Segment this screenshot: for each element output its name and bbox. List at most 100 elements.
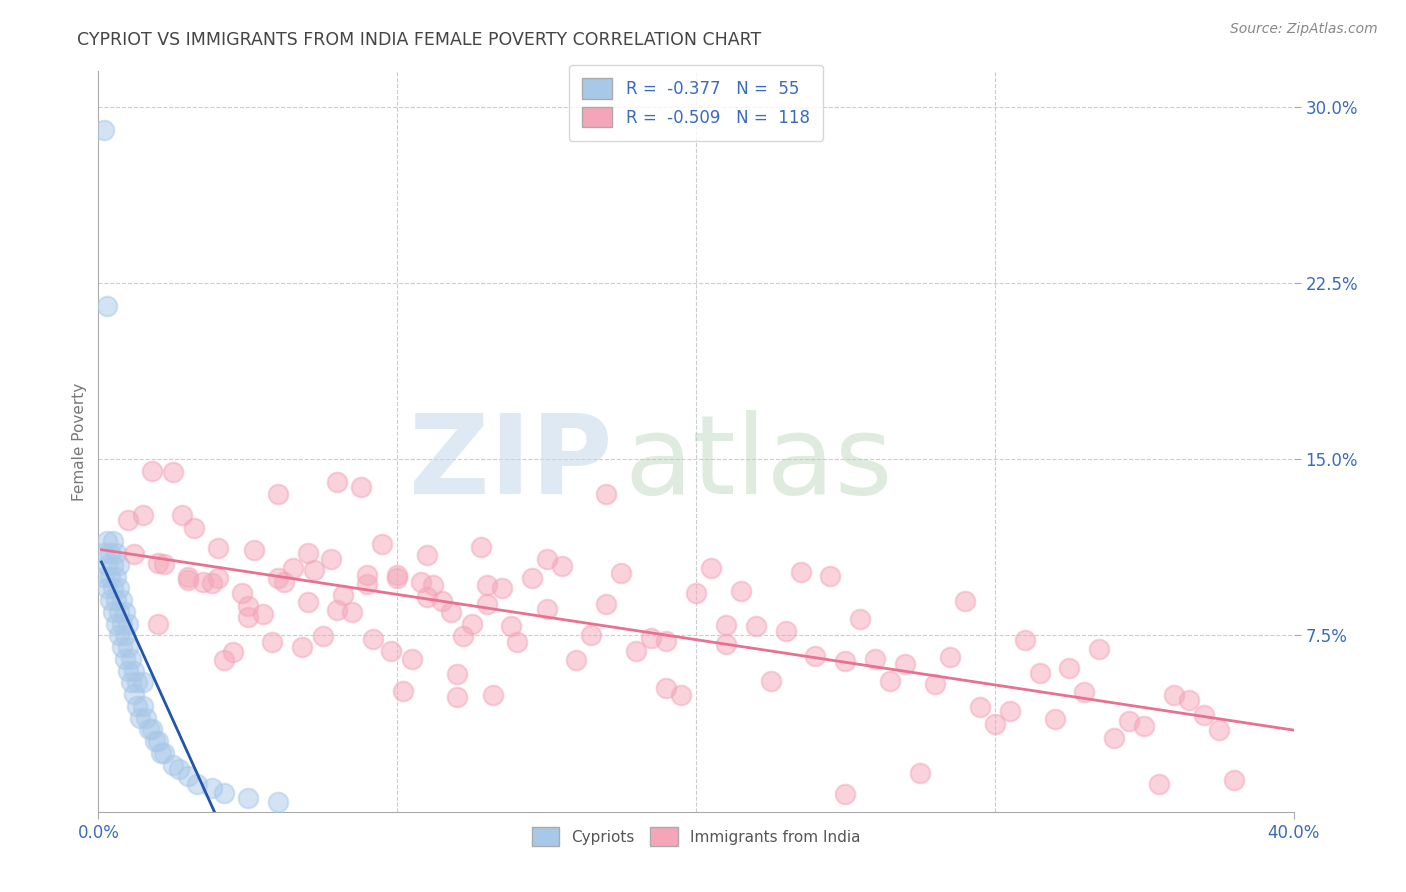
Point — [281, 561, 304, 575]
Point — [117, 640, 139, 655]
Point — [186, 776, 208, 790]
Point — [103, 582, 125, 596]
Point — [98, 546, 122, 560]
Point — [167, 763, 190, 777]
Point — [132, 675, 155, 690]
Point — [969, 699, 991, 714]
Point — [302, 562, 325, 576]
Point — [129, 711, 152, 725]
Point — [132, 508, 155, 522]
Point — [655, 681, 678, 695]
Point — [96, 582, 118, 596]
Point — [371, 536, 394, 550]
Point — [96, 299, 118, 313]
Point — [207, 571, 229, 585]
Point — [385, 571, 409, 585]
Point — [908, 766, 931, 780]
Point — [162, 465, 184, 479]
Point — [207, 541, 229, 555]
Point — [326, 603, 349, 617]
Point — [1192, 708, 1215, 723]
Point — [356, 567, 378, 582]
Point — [446, 690, 468, 704]
Point — [446, 667, 468, 681]
Point — [114, 628, 136, 642]
Point — [401, 652, 423, 666]
Point — [924, 677, 946, 691]
Point — [143, 734, 166, 748]
Point — [392, 683, 415, 698]
Point — [506, 635, 529, 649]
Point — [332, 588, 354, 602]
Point — [655, 633, 678, 648]
Point — [135, 711, 157, 725]
Point — [440, 606, 463, 620]
Point — [581, 628, 603, 642]
Point — [177, 573, 200, 587]
Point — [700, 560, 723, 574]
Point — [177, 769, 200, 783]
Point — [550, 559, 572, 574]
Point — [804, 649, 827, 664]
Y-axis label: Female Poverty: Female Poverty — [72, 383, 87, 500]
Point — [849, 612, 872, 626]
Point — [93, 570, 115, 584]
Point — [626, 644, 648, 658]
Point — [148, 734, 170, 748]
Point — [475, 578, 498, 592]
Point — [236, 599, 259, 614]
Point — [273, 575, 295, 590]
Point — [461, 617, 484, 632]
Point — [356, 577, 378, 591]
Point — [1104, 731, 1126, 745]
Point — [595, 597, 617, 611]
Point — [114, 605, 136, 619]
Point — [212, 653, 235, 667]
Point — [291, 640, 314, 654]
Point — [714, 617, 737, 632]
Point — [1178, 692, 1201, 706]
Point — [1073, 684, 1095, 698]
Point — [1208, 723, 1230, 737]
Point — [105, 546, 128, 560]
Point — [231, 586, 253, 600]
Point — [430, 594, 453, 608]
Point — [132, 698, 155, 713]
Point — [759, 673, 782, 688]
Point — [93, 546, 115, 560]
Point — [595, 487, 617, 501]
Point — [117, 513, 139, 527]
Point — [267, 487, 290, 501]
Point — [865, 652, 887, 666]
Point — [111, 593, 134, 607]
Point — [117, 664, 139, 678]
Point — [536, 602, 558, 616]
Point — [172, 508, 194, 522]
Point — [141, 723, 163, 737]
Point — [127, 675, 149, 690]
Point — [177, 570, 200, 584]
Point — [243, 542, 266, 557]
Point — [491, 581, 513, 595]
Point — [297, 546, 319, 560]
Point — [565, 653, 588, 667]
Point — [114, 652, 136, 666]
Point — [117, 616, 139, 631]
Point — [984, 717, 1007, 731]
Point — [610, 566, 633, 581]
Point — [127, 698, 149, 713]
Point — [482, 688, 505, 702]
Point — [103, 558, 125, 572]
Point — [260, 634, 283, 648]
Point — [451, 629, 474, 643]
Point — [775, 624, 797, 638]
Point — [103, 534, 125, 549]
Point — [124, 664, 146, 678]
Point — [380, 643, 402, 657]
Point — [297, 595, 319, 609]
Point — [326, 475, 349, 489]
Point — [267, 571, 290, 585]
Point — [894, 657, 917, 671]
Point — [120, 652, 142, 666]
Point — [939, 649, 962, 664]
